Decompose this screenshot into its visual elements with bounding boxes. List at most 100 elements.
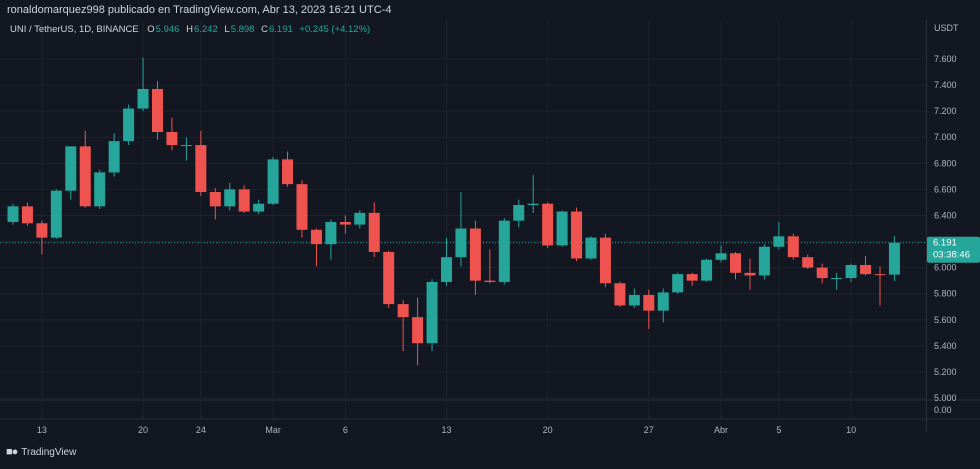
candle-body	[282, 159, 294, 185]
candle-body	[513, 205, 525, 221]
candle	[888, 236, 900, 281]
candle-body	[599, 237, 611, 284]
candle-body	[643, 294, 655, 311]
candle	[585, 236, 597, 260]
candle-body	[556, 211, 568, 246]
candle-body	[527, 203, 539, 206]
time-tick-label: 27	[644, 425, 654, 435]
candle	[412, 297, 424, 366]
symbol-legend: UNI / TetherUS, 1D, BINANCE O5.946 H6.24…	[10, 24, 374, 35]
candlestick-chart[interactable]: USDT 7.600 7.400 7.200 7.000 6.800 6.600 6.400…	[0, 20, 980, 464]
last-price-label: 6.191	[933, 238, 957, 249]
candle	[368, 202, 380, 258]
candle-body	[195, 145, 207, 192]
candle-body	[860, 265, 872, 275]
candle-body	[397, 304, 409, 318]
candle-body	[614, 283, 626, 306]
candle	[657, 288, 669, 323]
candle-body	[758, 246, 770, 276]
candle-body	[455, 228, 467, 258]
candle-body	[845, 265, 857, 279]
candle	[469, 220, 481, 295]
candle-body	[253, 203, 265, 212]
candle-body	[152, 88, 163, 133]
candle	[845, 263, 857, 282]
candle	[498, 218, 510, 285]
candle-body	[412, 317, 424, 344]
candle-body	[166, 132, 178, 146]
price-tick-label: 7.600	[934, 54, 957, 64]
candle	[643, 289, 655, 329]
candle	[137, 57, 149, 112]
candle	[715, 245, 727, 263]
candle	[744, 258, 756, 290]
candle	[152, 81, 163, 140]
high-label: H	[186, 24, 193, 35]
candle-body	[484, 280, 496, 282]
candle-body	[802, 257, 814, 268]
candle	[672, 272, 684, 294]
candles	[7, 57, 900, 366]
candle	[860, 255, 872, 276]
candle-body	[296, 184, 308, 230]
candle	[50, 189, 62, 239]
price-tick-label: 5.200	[934, 367, 957, 377]
candle-body	[571, 211, 583, 259]
candle-body	[542, 203, 554, 246]
time-tick-label: Abr	[714, 425, 728, 435]
candle-body	[816, 267, 828, 279]
candle-body	[426, 281, 438, 344]
candle	[628, 288, 640, 309]
chart-area[interactable]: USDT 7.600 7.400 7.200 7.000 6.800 6.600 6.400…	[0, 20, 980, 464]
time-tick-label: 20	[543, 425, 553, 435]
candle	[310, 228, 322, 267]
candle	[238, 185, 250, 213]
time-axis[interactable]: 13 20 24 Mar 6 13 20 27 Abr 5 10	[37, 425, 856, 435]
candle-body	[498, 220, 510, 282]
candle	[195, 130, 207, 196]
candle	[253, 199, 265, 215]
price-tick-label: 7.000	[934, 132, 957, 142]
candle	[831, 272, 843, 290]
candle-body	[36, 223, 48, 238]
open-label: O	[147, 24, 155, 35]
time-tick-label: 13	[441, 425, 451, 435]
tradingview-logo-icon: ■●	[6, 446, 18, 458]
symbol-label: UNI / TetherUS, 1D, BINANCE	[10, 24, 139, 35]
price-tick-label: 6.600	[934, 184, 957, 194]
candle	[542, 202, 554, 249]
candle	[874, 266, 886, 306]
time-tick-label: 24	[196, 425, 206, 435]
volume-tick-label: 0.00	[934, 405, 952, 415]
tradingview-branding[interactable]: ■● TradingView	[6, 446, 76, 458]
price-tick-label: 5.000	[934, 393, 957, 403]
candle	[571, 207, 583, 262]
candle	[484, 249, 496, 284]
open-value: 5.946	[155, 24, 180, 35]
candle-body	[123, 108, 135, 142]
price-tick-label: 6.000	[934, 263, 957, 273]
candle-body	[888, 242, 900, 275]
candle-body	[50, 190, 62, 238]
candle-body	[94, 172, 106, 207]
candle	[36, 220, 48, 255]
time-tick-label: Mar	[265, 425, 281, 435]
candle-body	[383, 251, 395, 305]
candle	[787, 233, 799, 260]
candle-body	[65, 146, 77, 191]
candle	[224, 182, 236, 211]
candle	[730, 251, 741, 280]
candle-body	[831, 278, 843, 280]
candle-body	[368, 212, 380, 252]
candle-body	[441, 257, 452, 282]
candle	[426, 279, 438, 352]
price-tick-label: 5.800	[934, 289, 957, 299]
candle-body	[469, 228, 481, 281]
candle	[455, 191, 467, 267]
change-value: +0.245 (+4.12%)	[299, 24, 371, 35]
last-price-badge	[927, 236, 980, 263]
candle	[180, 137, 192, 161]
candle	[166, 117, 178, 151]
candle-body	[715, 253, 727, 260]
price-axis[interactable]: USDT 7.600 7.400 7.200 7.000 6.800 6.600 6.400…	[934, 23, 959, 415]
